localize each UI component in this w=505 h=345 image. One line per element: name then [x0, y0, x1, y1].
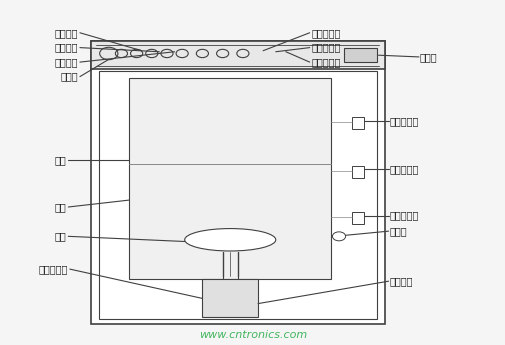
Text: 电磁离合器: 电磁离合器: [39, 264, 68, 274]
Text: 内桶: 内桶: [54, 156, 66, 165]
Bar: [91, 41, 384, 69]
Bar: [351, 166, 364, 178]
Ellipse shape: [184, 229, 275, 251]
FancyBboxPatch shape: [91, 41, 384, 324]
Text: 启动按钮: 启动按钮: [55, 57, 78, 67]
Text: www.cntronics.com: www.cntronics.com: [198, 330, 307, 339]
Bar: [129, 78, 331, 279]
Bar: [351, 212, 364, 224]
Text: 显示器: 显示器: [419, 52, 437, 62]
Text: 排水口: 排水口: [389, 226, 407, 236]
Text: 高水位按钮: 高水位按钮: [311, 28, 340, 38]
Text: 进水口: 进水口: [61, 72, 78, 81]
Bar: [98, 71, 376, 319]
Text: 低水位开关: 低水位开关: [389, 211, 418, 220]
Text: 停止按钮: 停止按钮: [55, 28, 78, 38]
Bar: [202, 279, 258, 317]
Text: 洗涤电机: 洗涤电机: [389, 276, 412, 286]
Text: 中水位按钮: 中水位按钮: [311, 43, 340, 52]
Text: 高水位开关: 高水位开关: [389, 117, 418, 126]
Text: 中水位开关: 中水位开关: [389, 164, 418, 174]
Text: 外桶: 外桶: [54, 202, 66, 212]
Text: 排水按钮: 排水按钮: [55, 43, 78, 52]
Bar: [351, 117, 364, 129]
Text: 低水位按钮: 低水位按钮: [311, 57, 340, 67]
Bar: [343, 48, 376, 62]
Text: 拨盘: 拨盘: [54, 231, 66, 241]
Ellipse shape: [174, 100, 285, 145]
